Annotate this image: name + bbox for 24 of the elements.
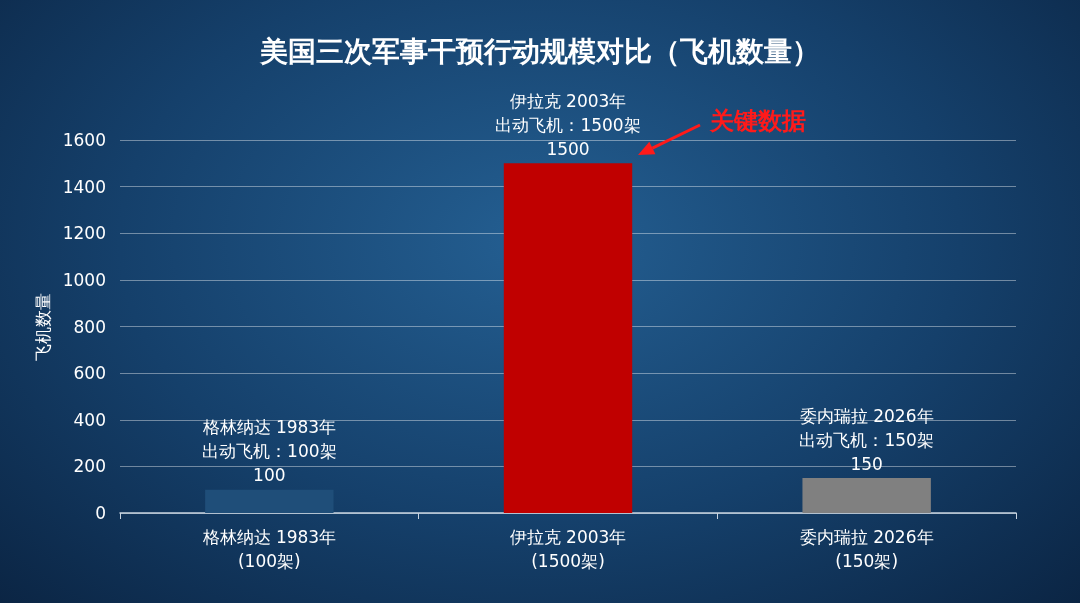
annotation: 出动飞机：100架 (202, 441, 337, 462)
y-tick-label: 200 (73, 456, 106, 477)
y-tick-label: 800 (73, 316, 106, 337)
y-axis-title: 飞机数量 (33, 292, 54, 361)
y-tick-label: 1200 (62, 223, 106, 244)
annotation: 委内瑞拉 2026年 (799, 405, 934, 426)
y-tick-label: 400 (73, 409, 106, 430)
chart-title: 美国三次军事干预行动规模对比（飞机数量） (259, 34, 820, 68)
y-tick-label: 1400 (62, 176, 106, 197)
data-label: 150 (850, 453, 883, 474)
text: 伊拉克 2003年 (509, 90, 627, 111)
annotation: 出动飞机：1500架 (495, 114, 641, 135)
x-tick-label: 伊拉克 2003年 (1500架) (509, 527, 627, 571)
y-tick-label: 600 (73, 363, 106, 384)
x-tick-label: 委内瑞拉 2026年 (150架) (799, 527, 934, 571)
y-tick-label: 0 (95, 503, 106, 523)
annotation: 出动飞机：150架 (799, 429, 934, 450)
annotation: 格林纳达 1983年 (201, 417, 337, 438)
y-tick-label: 1000 (62, 269, 106, 290)
data-label: 100 (253, 465, 286, 486)
y-tick-label: 1600 (62, 130, 106, 150)
data-label: 1500 (546, 138, 590, 159)
x-tick-label: 格林纳达 1983年 (100架) (201, 527, 337, 571)
text: 关键数据 (709, 107, 807, 136)
